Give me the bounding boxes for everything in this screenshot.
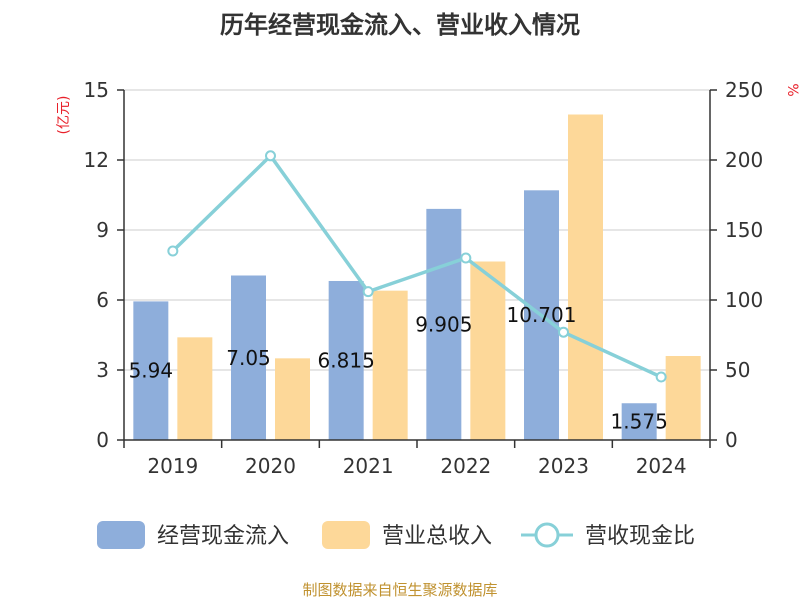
left-tick-label: 0 bbox=[96, 428, 109, 452]
axes bbox=[117, 89, 717, 448]
data-label-cash-inflow: 9.905 bbox=[415, 312, 472, 336]
bar-revenue bbox=[275, 358, 310, 440]
bar-revenue bbox=[665, 356, 701, 440]
left-tick-label: 3 bbox=[96, 358, 109, 382]
x-tick-label: 2022 bbox=[440, 454, 491, 478]
bar-cash-inflow bbox=[621, 403, 657, 440]
legend-label-cash-inflow: 经营现金流入 bbox=[157, 524, 289, 549]
bar-revenue bbox=[177, 337, 213, 440]
ratio-point bbox=[362, 286, 374, 298]
data-label-cash-inflow: 5.94 bbox=[129, 359, 174, 383]
bar-cash-inflow bbox=[328, 280, 364, 440]
data-label-cash-inflow: 1.575 bbox=[611, 410, 668, 434]
bar-revenue bbox=[372, 290, 408, 440]
ratio-point bbox=[558, 326, 569, 338]
data-label-cash-inflow: 6.815 bbox=[318, 348, 375, 372]
right-tick-label: 50 bbox=[725, 358, 750, 382]
ratio-point bbox=[460, 252, 472, 264]
bar-cash-inflow bbox=[133, 301, 169, 440]
legend-swatch-cash-inflow bbox=[97, 521, 145, 549]
right-axis-unit: % bbox=[784, 83, 800, 96]
x-tick-label: 2020 bbox=[245, 454, 296, 478]
ratio-point bbox=[167, 245, 179, 257]
right-tick-label: 200 bbox=[725, 148, 763, 172]
x-tick-label: 2024 bbox=[636, 454, 687, 478]
right-tick-label: 250 bbox=[725, 78, 763, 102]
legend-label-revenue: 营业总收入 bbox=[382, 524, 492, 549]
right-tick-label: 100 bbox=[725, 288, 763, 312]
data-label-cash-inflow: 7.05 bbox=[226, 346, 271, 370]
left-tick-label: 15 bbox=[84, 78, 109, 102]
data-labels: 5.94 7.05 6.815 9.905 10.701 1.575 bbox=[129, 303, 668, 433]
legend-marker-ratio bbox=[534, 522, 560, 548]
ratio-point bbox=[265, 150, 276, 162]
left-tick-label: 12 bbox=[84, 148, 109, 172]
bars bbox=[133, 114, 701, 440]
legend: 经营现金流入 营业总收入 营收现金比 bbox=[97, 521, 695, 549]
legend-label-ratio: 营收现金比 bbox=[585, 524, 695, 549]
bar-cash-inflow bbox=[426, 208, 462, 440]
left-axis-unit: (亿元) bbox=[56, 96, 72, 135]
bar-revenue bbox=[568, 114, 603, 440]
bar-cash-inflow bbox=[231, 275, 266, 440]
data-label-cash-inflow: 10.701 bbox=[507, 303, 577, 327]
gridlines bbox=[124, 89, 710, 371]
right-tick-label: 150 bbox=[725, 218, 763, 242]
left-tick-label: 6 bbox=[96, 288, 109, 312]
chart-title: 历年经营现金流入、营业收入情况 bbox=[220, 11, 580, 39]
x-tick-label: 2019 bbox=[147, 454, 198, 478]
ratio-point bbox=[655, 371, 667, 383]
source-note: 制图数据来自恒生聚源数据库 bbox=[302, 581, 497, 599]
right-tick-label: 0 bbox=[725, 428, 738, 452]
bar-revenue bbox=[470, 261, 506, 440]
x-tick-label: 2021 bbox=[343, 454, 394, 478]
ratio-line bbox=[167, 150, 667, 383]
left-tick-label: 9 bbox=[96, 218, 109, 242]
ratio-line-path bbox=[171, 154, 662, 379]
x-tick-label: 2023 bbox=[538, 454, 589, 478]
legend-swatch-revenue bbox=[322, 521, 370, 549]
